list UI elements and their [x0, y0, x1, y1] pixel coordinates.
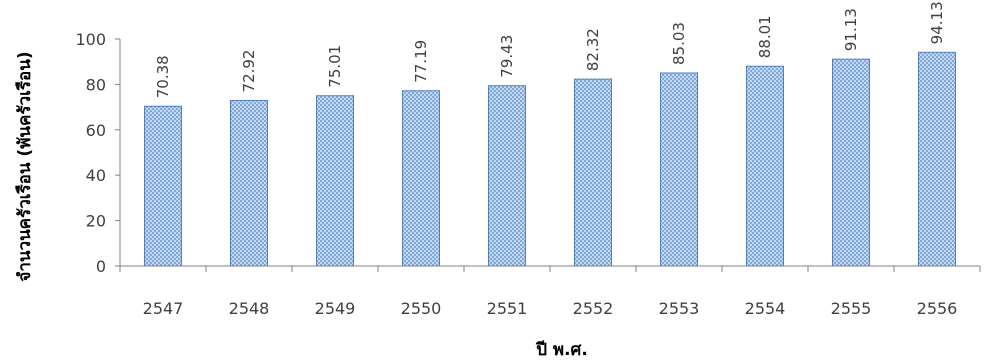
bar	[488, 85, 526, 267]
plot-area: 0 20 40 60 80 100 70.38 72.92 75.01 77.19 79.43 82…	[75, 1, 981, 318]
bar	[746, 65, 784, 267]
bar	[832, 58, 870, 267]
x-tick-label: 2549	[315, 299, 356, 318]
x-axis-ticks: 2547 2548 2549 2550 2551 2552 2553 2554 2555 2556	[119, 266, 981, 318]
data-label: 88.01	[756, 15, 774, 58]
x-axis-title: ปี พ.ศ.	[535, 339, 587, 360]
x-tick-label: 2550	[401, 299, 442, 318]
y-axis-ticks: 0 20 40 60 80 100	[75, 30, 120, 276]
y-tick-label: 20	[86, 212, 106, 231]
data-label: 85.03	[670, 22, 688, 65]
data-label: 72.92	[240, 50, 258, 93]
y-tick-label: 0	[96, 257, 106, 276]
bar	[144, 105, 182, 267]
bar	[574, 78, 612, 267]
y-axis-title: จำนวนครัวเรือน (พันครัวเรือน)	[14, 51, 35, 281]
y-tick-label: 60	[86, 121, 106, 140]
data-label: 79.43	[498, 35, 516, 78]
data-label: 91.13	[842, 8, 860, 51]
y-tick-label: 40	[86, 166, 106, 185]
data-label: 82.32	[584, 28, 602, 71]
bar	[660, 72, 698, 267]
y-tick-label: 80	[86, 75, 106, 94]
x-tick-label: 2551	[487, 299, 528, 318]
x-tick-label: 2555	[831, 299, 872, 318]
data-label: 70.38	[154, 55, 172, 98]
bar	[316, 95, 354, 267]
data-label: 77.19	[412, 40, 430, 83]
x-tick-label: 2547	[143, 299, 184, 318]
x-tick-label: 2552	[573, 299, 614, 318]
x-tick-label: 2548	[229, 299, 270, 318]
x-tick-label: 2553	[659, 299, 700, 318]
x-tick-label: 2554	[745, 299, 786, 318]
data-label: 75.01	[326, 45, 344, 88]
y-tick-label: 100	[75, 30, 106, 49]
bar	[402, 90, 440, 267]
data-label: 94.13	[928, 1, 946, 44]
bar	[230, 99, 268, 267]
bar	[918, 51, 956, 267]
bars: 70.38 72.92 75.01 77.19 79.43 82.32 85.03 88.01…	[144, 1, 956, 267]
x-tick-label: 2556	[917, 299, 958, 318]
